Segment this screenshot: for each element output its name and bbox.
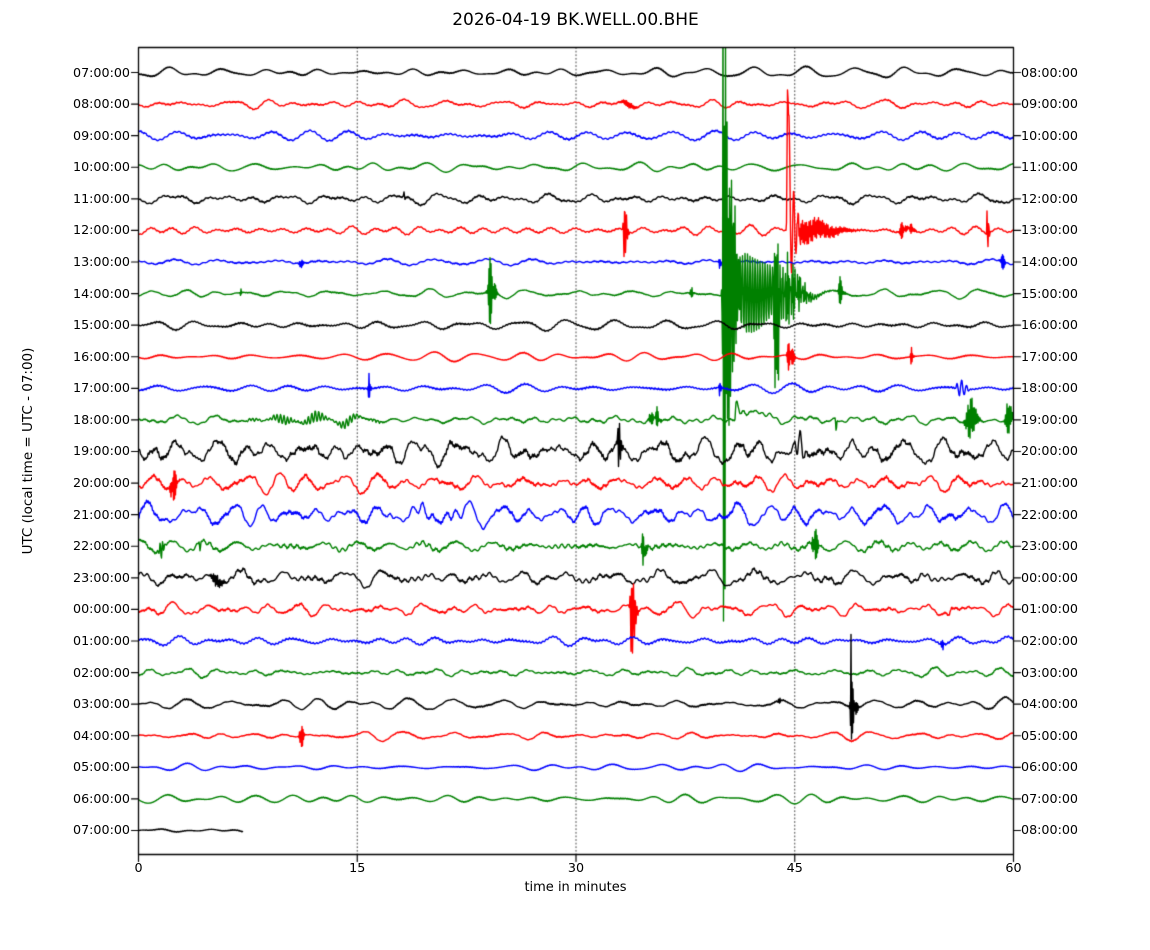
x-axis-label: time in minutes (524, 880, 627, 895)
local-time-label: 03:00:00 (1021, 664, 1078, 680)
utc-time-label: 09:00:00 (73, 127, 130, 143)
local-time-label: 13:00:00 (1021, 222, 1078, 238)
local-time-label: 06:00:00 (1021, 759, 1078, 775)
utc-time-label: 13:00:00 (73, 253, 130, 269)
local-time-label: 04:00:00 (1021, 696, 1078, 712)
utc-time-label: 19:00:00 (73, 443, 130, 459)
utc-time-label: 12:00:00 (73, 222, 130, 238)
local-time-label: 12:00:00 (1021, 190, 1078, 206)
local-time-label: 01:00:00 (1021, 601, 1078, 617)
local-time-label: 23:00:00 (1021, 538, 1078, 554)
x-tick-label: 30 (567, 860, 585, 875)
utc-time-label: 23:00:00 (73, 569, 130, 585)
utc-time-label: 07:00:00 (73, 64, 130, 80)
local-time-label: 08:00:00 (1021, 822, 1078, 838)
utc-time-label: 00:00:00 (73, 601, 130, 617)
utc-time-label: 06:00:00 (73, 790, 130, 806)
utc-time-label: 22:00:00 (73, 538, 130, 554)
x-tick-label: 45 (786, 860, 803, 875)
utc-time-label: 03:00:00 (73, 696, 130, 712)
local-time-label: 17:00:00 (1021, 348, 1078, 364)
local-time-label: 11:00:00 (1021, 159, 1078, 175)
utc-time-label: 04:00:00 (73, 727, 130, 743)
local-time-label: 05:00:00 (1021, 727, 1078, 743)
utc-time-label: 07:00:00 (73, 822, 130, 838)
utc-time-label: 15:00:00 (73, 317, 130, 333)
local-time-label: 08:00:00 (1021, 64, 1078, 80)
utc-time-label: 21:00:00 (73, 506, 130, 522)
utc-time-label: 14:00:00 (73, 285, 130, 301)
local-time-label: 07:00:00 (1021, 790, 1078, 806)
x-tick-label: 60 (1005, 860, 1022, 875)
local-time-label: 09:00:00 (1021, 96, 1078, 112)
local-time-label: 16:00:00 (1021, 317, 1078, 333)
utc-time-label: 05:00:00 (73, 759, 130, 775)
local-time-label: 14:00:00 (1021, 253, 1078, 269)
utc-time-label: 20:00:00 (73, 475, 130, 491)
utc-time-label: 02:00:00 (73, 664, 130, 680)
local-time-label: 10:00:00 (1021, 127, 1078, 143)
local-time-label: 15:00:00 (1021, 285, 1078, 301)
utc-time-label: 16:00:00 (73, 348, 130, 364)
utc-time-label: 11:00:00 (73, 190, 130, 206)
local-time-label: 21:00:00 (1021, 475, 1078, 491)
local-time-label: 02:00:00 (1021, 632, 1078, 648)
x-tick-label: 15 (349, 860, 366, 875)
utc-time-label: 08:00:00 (73, 96, 130, 112)
utc-time-label: 17:00:00 (73, 380, 130, 396)
local-time-label: 18:00:00 (1021, 380, 1078, 396)
local-time-label: 19:00:00 (1021, 411, 1078, 427)
utc-time-label: 10:00:00 (73, 159, 130, 175)
x-tick-label: 0 (134, 860, 143, 875)
local-time-label: 20:00:00 (1021, 443, 1078, 459)
local-time-label: 22:00:00 (1021, 506, 1078, 522)
local-time-label: 00:00:00 (1021, 569, 1078, 585)
utc-time-label: 01:00:00 (73, 632, 130, 648)
figure-title: 2026-04-19 BK.WELL.00.BHE (452, 10, 699, 30)
utc-time-label: 18:00:00 (73, 411, 130, 427)
